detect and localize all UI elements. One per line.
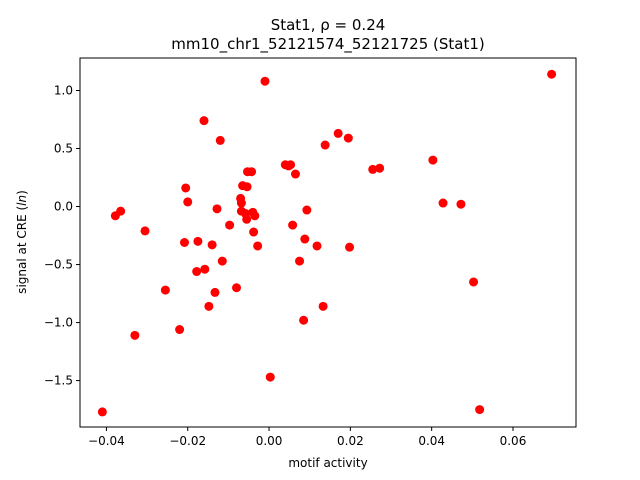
data-point-53 [368, 164, 378, 174]
data-point-42 [290, 169, 300, 179]
data-point-45 [300, 234, 310, 244]
x-tick-label-6: 0.06 [500, 434, 527, 448]
x-axis-label: motif activity [288, 456, 367, 470]
x-tick-label-5: 0.04 [418, 434, 445, 448]
data-point-13 [199, 116, 209, 126]
y-tick-label-5: 0.5 [54, 142, 73, 156]
data-point-55 [428, 155, 438, 165]
x-tick-label-3: 0.00 [256, 434, 283, 448]
data-point-41 [288, 220, 298, 230]
data-point-59 [475, 405, 485, 415]
data-point-44 [299, 315, 309, 325]
data-point-51 [343, 133, 353, 143]
data-point-12 [193, 236, 203, 246]
ticks-layer: −0.04 −0.02 0.00 0.02 0.04 0.06 −1.5 −1.0 −0.5 0.… [44, 83, 526, 448]
points-layer [97, 69, 557, 417]
data-point-24 [236, 198, 246, 208]
data-point-34 [250, 211, 260, 221]
data-point-31 [247, 167, 257, 177]
y-tick-label-1: −1.5 [44, 374, 73, 388]
y-tick-label-4: 0.0 [54, 200, 73, 214]
y-tick-label-6: 1.0 [54, 83, 73, 97]
data-point-8 [179, 238, 189, 247]
data-point-21 [225, 220, 235, 230]
data-point-58 [469, 277, 479, 287]
data-point-56 [438, 198, 448, 208]
data-point-37 [265, 372, 275, 382]
chart-title-line1: Stat1, ρ = 0.24 [271, 16, 386, 34]
data-point-11 [192, 267, 202, 277]
data-point-52 [345, 242, 355, 252]
x-tick-label-4: 0.02 [337, 434, 364, 448]
plot-frame [79, 57, 577, 428]
data-point-5 [140, 226, 150, 236]
data-point-36 [260, 76, 270, 86]
data-point-60 [547, 69, 557, 79]
data-point-22 [232, 283, 242, 293]
data-point-15 [204, 301, 214, 311]
data-point-14 [200, 264, 210, 274]
y-axis-label-unit: ln [15, 195, 29, 206]
data-point-47 [312, 241, 322, 251]
data-point-33 [249, 227, 259, 237]
data-point-9 [181, 183, 191, 193]
y-tick-label-2: −1.0 [44, 316, 73, 330]
x-tick-label-2: −0.02 [169, 434, 206, 448]
data-point-20 [217, 256, 227, 266]
y-axis-label: signal at CRE (ln) [15, 190, 29, 294]
data-point-35 [253, 241, 263, 251]
data-point-7 [175, 325, 185, 335]
data-point-10 [183, 197, 193, 207]
data-point-19 [215, 135, 225, 145]
chart-title-line2: mm10_chr1_52121574_52121725 (Stat1) [171, 35, 484, 54]
data-point-57 [456, 199, 466, 209]
y-axis-label-prefix: signal at CRE ( [15, 206, 29, 294]
data-point-16 [207, 240, 217, 250]
y-tick-label-3: −0.5 [44, 258, 73, 272]
y-axis-label-suffix: ) [15, 190, 29, 195]
data-point-3 [116, 206, 126, 216]
data-point-46 [302, 205, 312, 215]
data-point-40 [286, 160, 296, 170]
x-tick-label-1: −0.04 [88, 434, 125, 448]
data-point-49 [320, 140, 330, 150]
data-point-54 [375, 163, 385, 173]
data-point-48 [318, 301, 328, 311]
data-point-28 [242, 214, 252, 224]
data-point-18 [212, 204, 222, 214]
data-point-43 [295, 256, 305, 266]
data-point-4 [130, 330, 140, 340]
data-point-29 [242, 182, 252, 192]
data-point-6 [160, 285, 170, 295]
data-point-17 [210, 287, 220, 297]
data-point-50 [333, 128, 343, 138]
data-point-1 [97, 407, 107, 417]
